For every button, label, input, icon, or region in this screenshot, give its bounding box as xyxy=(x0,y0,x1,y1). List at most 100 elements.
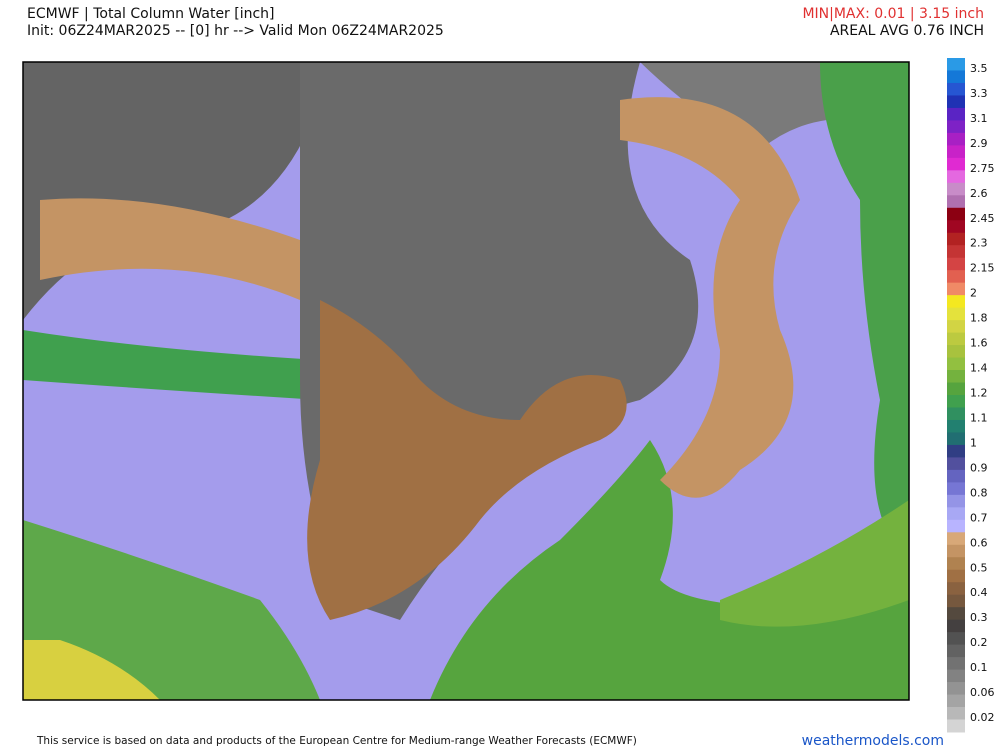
colorbar-label: 2.6 xyxy=(970,187,988,200)
colorbar-label: 0.9 xyxy=(970,461,988,474)
colorbar-label: 0.2 xyxy=(970,636,988,649)
colorbar-cell xyxy=(947,532,965,546)
colorbar-label: 0.7 xyxy=(970,511,988,524)
colorbar-cell xyxy=(947,307,965,321)
colorbar-cell xyxy=(947,694,965,708)
colorbar-label: 0.6 xyxy=(970,536,988,549)
areal-avg: AREAL AVG 0.76 INCH xyxy=(830,23,984,39)
colorbar-cell xyxy=(947,644,965,658)
colorbar-cell xyxy=(947,557,965,571)
colorbar-cell xyxy=(947,182,965,196)
colorbar-cell xyxy=(947,419,965,433)
colorbar-cell xyxy=(947,107,965,121)
colorbar-label: 2 xyxy=(970,287,977,300)
colorbar-cell xyxy=(947,432,965,446)
map xyxy=(22,61,910,701)
colorbar-cell xyxy=(947,370,965,384)
colorbar-cell xyxy=(947,382,965,396)
colorbar-cell xyxy=(947,669,965,683)
colorbar-label: 0.4 xyxy=(970,586,988,599)
colorbar: 3.5 3.3 3.1 2.9 2.75 2.6 2.45 2.3 2.15 2 1.8 1.6 1.4… xyxy=(947,58,995,733)
colorbar-label: 2.3 xyxy=(970,237,988,250)
site-link[interactable]: weathermodels.com xyxy=(802,733,944,749)
colorbar-cell xyxy=(947,719,965,733)
land-moderate xyxy=(307,300,627,620)
colorbar-cell xyxy=(947,220,965,234)
colorbar-cell xyxy=(947,632,965,646)
swirl xyxy=(620,97,800,498)
colorbar-label: 0.5 xyxy=(970,561,988,574)
moist-plume xyxy=(820,62,909,560)
colorbar-cell xyxy=(947,95,965,109)
colorbar-cell xyxy=(947,357,965,371)
colorbar-label: 0.02 xyxy=(970,711,995,724)
colorbar-label: 3.5 xyxy=(970,62,988,75)
colorbar-cell xyxy=(947,132,965,146)
colorbar-label: 3.3 xyxy=(970,87,988,100)
colorbar-cell xyxy=(947,58,965,71)
colorbar-label: 2.9 xyxy=(970,137,988,150)
band xyxy=(40,198,300,300)
colorbar-cell xyxy=(947,120,965,134)
colorbar-cell xyxy=(947,232,965,246)
init-line: Init: 06Z24MAR2025 -- [0] hr --> Valid M… xyxy=(27,23,444,39)
colorbar-label: 0.1 xyxy=(970,661,988,674)
colorbar-label: 0.3 xyxy=(970,611,988,624)
band xyxy=(23,330,320,400)
colorbar-cell xyxy=(947,657,965,671)
colorbar-cell xyxy=(947,569,965,583)
moist-region xyxy=(23,640,160,700)
colorbar-label: 1.4 xyxy=(970,362,988,375)
colorbar-cell xyxy=(947,82,965,96)
colorbar-label: 2.45 xyxy=(970,212,995,225)
colorbar-cell xyxy=(947,457,965,471)
colorbar-label: 1 xyxy=(970,436,977,449)
min-max: MIN|MAX: 0.01 | 3.15 inch xyxy=(802,6,984,22)
colorbar-cell xyxy=(947,682,965,696)
colorbar-label: 2.15 xyxy=(970,262,995,275)
colorbar-cell xyxy=(947,145,965,159)
colorbar-cell xyxy=(947,582,965,596)
colorbar-cell xyxy=(947,345,965,359)
colorbar-label: 2.75 xyxy=(970,162,995,175)
colorbar-cell xyxy=(947,544,965,558)
colorbar-cell xyxy=(947,157,965,171)
colorbar-cell xyxy=(947,607,965,621)
colorbar-cell xyxy=(947,494,965,508)
colorbar-cell xyxy=(947,320,965,334)
colorbar-cell xyxy=(947,482,965,496)
footer-notice: This service is based on data and produc… xyxy=(36,735,637,747)
colorbar-cell xyxy=(947,195,965,209)
gulf-moist xyxy=(430,440,909,700)
colorbar-label: 1.8 xyxy=(970,312,988,325)
moist-region xyxy=(23,520,320,700)
colorbar-cell xyxy=(947,507,965,521)
colorbar-cell xyxy=(947,707,965,721)
title: ECMWF | Total Column Water [inch] xyxy=(27,6,275,22)
colorbar-cell xyxy=(947,170,965,184)
map-frame xyxy=(22,61,910,701)
colorbar-cell xyxy=(947,619,965,633)
colorbar-cell xyxy=(947,395,965,408)
colorbar-cell xyxy=(947,245,965,259)
colorbar-label: 0.06 xyxy=(970,686,995,699)
band xyxy=(720,500,909,627)
colorbar-cell xyxy=(947,594,965,608)
colorbar-label: 0.8 xyxy=(970,486,988,499)
colorbar-cell xyxy=(947,270,965,284)
colorbar-label: 1.1 xyxy=(970,411,988,424)
colorbar-cell xyxy=(947,444,965,458)
colorbar-cell xyxy=(947,257,965,271)
colorbar-cell xyxy=(947,469,965,483)
colorbar-label: 1.6 xyxy=(970,337,988,350)
colorbar-label: 3.1 xyxy=(970,112,988,125)
colorbar-cell xyxy=(947,207,965,221)
dry-region xyxy=(23,62,330,320)
colorbar-cell xyxy=(947,519,965,533)
colorbar-cell xyxy=(947,282,965,296)
colorbar-label: 1.2 xyxy=(970,387,988,400)
colorbar-cell xyxy=(947,407,965,421)
colorbar-cell xyxy=(947,332,965,346)
